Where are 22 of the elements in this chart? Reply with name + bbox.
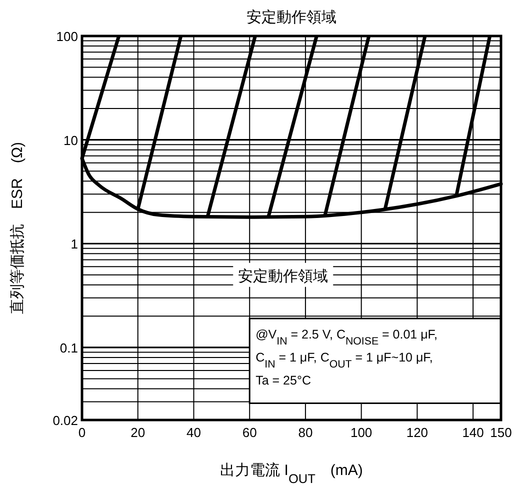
x-tick-label: 120 [406, 425, 428, 440]
chart-title: 安定動作領域 [246, 9, 336, 26]
y-tick-label: 0.1 [60, 340, 78, 356]
annotation: Ta = 25°C [256, 374, 311, 388]
x-tick-label: 140 [462, 425, 484, 440]
x-tick-label: 20 [130, 425, 146, 440]
x-tick-label: 80 [298, 425, 313, 440]
note-box: @V$_{IN}$ = 2.5 V, C$_{NOISE}$ = 0.01 μF, C$_{IN}$ = 1 μF, C$_{OUT}$ = 1 μF~10 μF, Ta = 25°C [248, 318, 502, 404]
x-tick-label: 0 [78, 425, 86, 440]
x-axis-title: 出力電流 I$_{OUT}$ (mA) [220, 462, 363, 486]
y-axis-title: 直列等価抵抗 ESR (Ω) [9, 142, 26, 314]
annotation: C$_{IN}$ = 1 μF, C$_{OUT}$ = 1 μF~10 μF, [256, 350, 433, 370]
annotation: @V$_{IN}$ = 2.5 V, C$_{NOISE}$ = 0.01 μF, [256, 328, 438, 348]
y-tick-label: 0.02 [52, 413, 78, 428]
y-tick-label: 100 [56, 29, 78, 44]
y-tick-label: 10 [64, 132, 78, 148]
x-tick-label: 150 [490, 425, 512, 440]
y-tick-label: 1 [70, 236, 78, 252]
x-tick-label: 100 [350, 425, 372, 440]
annotation: 安定動作領域 [238, 268, 328, 285]
x-tick-label: 40 [186, 425, 201, 440]
x-tick-label: 60 [242, 425, 257, 440]
